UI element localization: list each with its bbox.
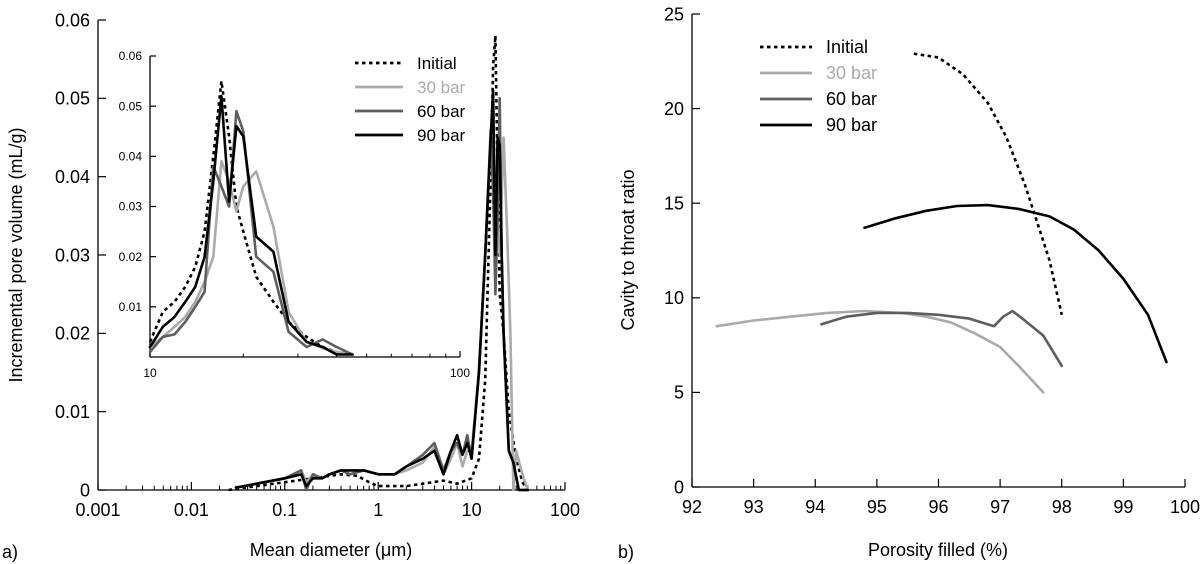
panel-b-x-tick-label: 98 (1052, 497, 1072, 517)
panel-b-x-tick-label: 95 (867, 497, 887, 517)
panel-b-label: b) (618, 542, 634, 562)
panel-a-inset-series-60-bar (148, 109, 354, 356)
panel-a-main-y-tick-label: 0.02 (55, 324, 90, 344)
panel-b-y-tick-label: 10 (664, 288, 684, 308)
panel-a-main-x-axis-label: Mean diameter (μm) (250, 540, 412, 560)
panel-b-x-axis-label: Porosity filled (%) (868, 540, 1008, 560)
panel-b-legend-label-90-bar: 90 bar (826, 115, 877, 135)
panel-b-x-tick-label: 92 (682, 497, 702, 517)
panel-a-main-y-tick-label: 0.05 (55, 89, 90, 109)
panel-b-series-30-bar (715, 309, 1045, 394)
panel-b-y-tick-label: 25 (664, 4, 684, 24)
panel-a-main-y-tick-label: 0.04 (55, 167, 90, 187)
panel-a-main-y-axis-label: Incremental pore volume (mL/g) (6, 127, 26, 382)
panel-a-main-y-tick-label: 0.03 (55, 245, 90, 265)
panel-b-x-tick-label: 93 (744, 497, 764, 517)
panel-b-y-tick-label: 20 (664, 99, 684, 119)
panel-a-chart: 0 0.01 0.02 0.03 0.04 0.05 0.06 0.001 0.01 0.1 1 10… (6, 10, 580, 560)
panel-a-main-series-30-bar (234, 136, 530, 492)
panel-b-x-tick-label: 94 (805, 497, 825, 517)
panel-a-main-x-tick-label: 0.001 (75, 500, 120, 520)
panel-a-main-series-initial (228, 34, 529, 492)
panel-b-legend-label-initial: Initial (826, 37, 868, 57)
panel-b-chart: 0 5 10 15 20 25 92 93 94 95 96 97 98 99 100 Porosity fi… (618, 4, 1200, 560)
panel-a-inset-y-tick-label: 0.04 (119, 150, 143, 164)
panel-a-main-y-tick-label: 0.06 (55, 10, 90, 30)
panel-a-main-y-tick-label: 0.01 (55, 402, 90, 422)
panel-b-y-tick-label: 15 (664, 194, 684, 214)
panel-b-y-axis-label: Cavity to throat ratio (618, 169, 638, 330)
panel-a-inset-y-tick-label: 0.03 (119, 200, 143, 214)
panel-a-main-x-tick-label: 100 (550, 500, 580, 520)
panel-a-main-y-tick-label: 0 (80, 480, 90, 500)
panel-a-main-legend-label-30-bar: 30 bar (417, 78, 466, 97)
panel-a-main-series-90-bar (234, 89, 530, 492)
panel-b-y-tick-label: 0 (674, 477, 684, 497)
panel-a-inset-chart: 0.01 0.02 0.03 0.04 0.05 0.06 10 100 (119, 49, 471, 380)
panel-a-inset-series-90-bar (148, 94, 354, 356)
panel-b-series-60-bar (820, 309, 1064, 368)
panel-b-y-tick-label: 5 (674, 383, 684, 403)
panel-b-x-tick-label: 96 (928, 497, 948, 517)
panel-b-series-90-bar (863, 203, 1168, 364)
panel-a-main-x-tick-label: 0.01 (174, 500, 209, 520)
panel-a-inset-x-tick-label: 10 (143, 366, 157, 380)
panel-a-main-legend-label-60-bar: 60 bar (417, 102, 466, 121)
panel-b-legend-label-60-bar: 60 bar (826, 89, 877, 109)
panel-b-x-tick-label: 99 (1113, 497, 1133, 517)
panel-a-main-x-tick-label: 1 (373, 500, 383, 520)
panel-b-series-initial (913, 52, 1064, 316)
panel-a-inset-y-tick-label: 0.06 (119, 49, 143, 63)
panel-a-main-x-tick-label: 0.1 (272, 500, 297, 520)
panel-a-inset-y-tick-label: 0.05 (119, 99, 143, 113)
panel-b-legend-label-30-bar: 30 bar (826, 63, 877, 83)
panel-a-inset-series-initial (148, 79, 353, 356)
panel-a-main-x-tick-label: 10 (462, 500, 482, 520)
panel-a-inset-y-tick-label: 0.01 (119, 300, 143, 314)
panel-a-label: a) (2, 542, 18, 562)
panel-a-main-legend-label-initial: Initial (417, 54, 457, 73)
panel-a-main-legend-label-90-bar: 90 bar (417, 126, 466, 145)
panel-b-x-tick-label: 97 (990, 497, 1010, 517)
panel-a-inset-x-tick-label: 100 (450, 366, 470, 380)
panel-b-x-tick-label: 100 (1170, 497, 1200, 517)
panel-a-inset-y-tick-label: 0.02 (119, 250, 143, 264)
